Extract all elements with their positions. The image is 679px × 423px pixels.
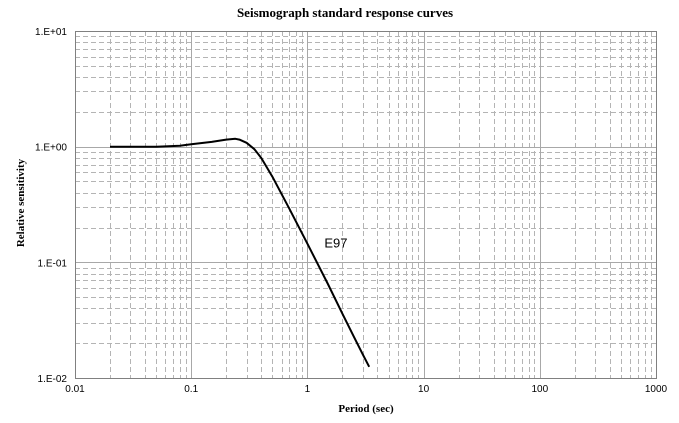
plot-frame bbox=[75, 31, 657, 379]
x-tick-label: 0.01 bbox=[65, 384, 85, 395]
x-tick-labels: 0.01 0.1 1 10 100 1000 bbox=[65, 384, 667, 395]
y-tick-labels: 1.E-02 1.E-01 1.E+00 1.E+01 bbox=[35, 27, 67, 385]
y-tick-label: 1.E-01 bbox=[38, 258, 68, 269]
annotation-layer: E97 bbox=[324, 235, 347, 250]
major-grid bbox=[75, 31, 656, 378]
series-layer bbox=[110, 137, 371, 368]
x-tick-label: 100 bbox=[531, 384, 548, 395]
minor-grid bbox=[75, 31, 656, 378]
series-line bbox=[110, 137, 371, 368]
x-tick-label: 1 bbox=[305, 384, 311, 395]
chart-title: Seismograph standard response curves bbox=[237, 5, 453, 20]
x-tick-label: 10 bbox=[418, 384, 430, 395]
x-tick-label: 1000 bbox=[645, 384, 668, 395]
y-tick-label: 1.E-02 bbox=[38, 374, 68, 385]
y-axis-label: Relative sensitivity bbox=[15, 158, 27, 247]
x-axis-label: Period (sec) bbox=[338, 403, 394, 415]
x-tick-label: 0.1 bbox=[184, 384, 198, 395]
y-tick-label: 1.E+01 bbox=[35, 27, 67, 38]
y-tick-label: 1.E+00 bbox=[35, 143, 67, 154]
curve-annotation-label: E97 bbox=[324, 235, 347, 250]
